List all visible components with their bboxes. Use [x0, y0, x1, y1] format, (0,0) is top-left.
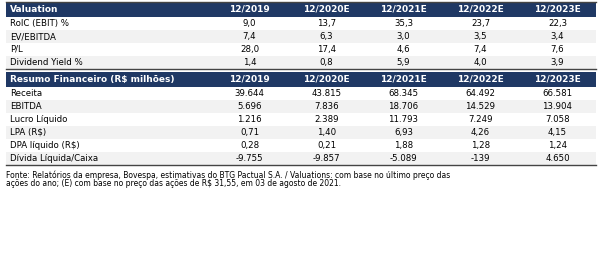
Text: 64.492: 64.492 — [465, 89, 495, 98]
Bar — [6, 100, 596, 113]
Text: 23,7: 23,7 — [471, 19, 490, 28]
Bar — [6, 17, 596, 30]
Text: 17,4: 17,4 — [317, 45, 336, 54]
Text: 12/2020E: 12/2020E — [303, 75, 350, 84]
Text: Receita: Receita — [10, 89, 42, 98]
Text: DPA líquido (R$): DPA líquido (R$) — [10, 141, 79, 150]
Text: 0,8: 0,8 — [320, 58, 334, 67]
Text: Fonte: Relatórios da empresa, Bovespa, estimativas do BTG Pactual S.A. / Valuati: Fonte: Relatórios da empresa, Bovespa, e… — [6, 170, 450, 180]
Text: 12/2019: 12/2019 — [229, 75, 270, 84]
Text: 13.904: 13.904 — [542, 102, 573, 111]
Text: 4,26: 4,26 — [471, 128, 490, 137]
Text: 68.345: 68.345 — [388, 89, 418, 98]
Text: EBITDA: EBITDA — [10, 102, 42, 111]
Text: 12/2021E: 12/2021E — [380, 75, 427, 84]
Text: 5,9: 5,9 — [397, 58, 410, 67]
Text: 12/2019: 12/2019 — [229, 5, 270, 14]
Bar — [6, 72, 596, 87]
Text: 12/2023E: 12/2023E — [534, 5, 581, 14]
Bar — [6, 139, 596, 152]
Text: 6,93: 6,93 — [394, 128, 413, 137]
Text: 22,3: 22,3 — [548, 19, 567, 28]
Text: 0,28: 0,28 — [240, 141, 259, 150]
Text: RoIC (EBIT) %: RoIC (EBIT) % — [10, 19, 69, 28]
Bar — [6, 113, 596, 126]
Text: 7,6: 7,6 — [551, 45, 564, 54]
Text: 12/2020E: 12/2020E — [303, 5, 350, 14]
Text: ações do ano; (E) com base no preço das ações de R$ 31,55, em 03 de agosto de 20: ações do ano; (E) com base no preço das … — [6, 179, 341, 188]
Text: Valuation: Valuation — [10, 5, 58, 14]
Text: 12/2022E: 12/2022E — [457, 75, 504, 84]
Bar — [6, 126, 596, 139]
Text: P/L: P/L — [10, 45, 23, 54]
Text: Dividend Yield %: Dividend Yield % — [10, 58, 82, 67]
Text: 1,28: 1,28 — [471, 141, 490, 150]
Text: -9.755: -9.755 — [236, 154, 263, 163]
Text: 7,4: 7,4 — [474, 45, 487, 54]
Text: 3,9: 3,9 — [551, 58, 564, 67]
Bar — [6, 2, 596, 17]
Text: Lucro Líquido: Lucro Líquido — [10, 115, 67, 124]
Bar — [6, 30, 596, 43]
Text: 7.249: 7.249 — [468, 115, 493, 124]
Bar — [6, 56, 596, 69]
Text: 1,88: 1,88 — [394, 141, 413, 150]
Text: 35,3: 35,3 — [394, 19, 413, 28]
Text: 66.581: 66.581 — [542, 89, 573, 98]
Text: -9.857: -9.857 — [312, 154, 340, 163]
Text: 6,3: 6,3 — [320, 32, 334, 41]
Text: 43.815: 43.815 — [311, 89, 341, 98]
Text: 39.644: 39.644 — [235, 89, 264, 98]
Text: Resumo Financeiro (R$ milhões): Resumo Financeiro (R$ milhões) — [10, 75, 175, 84]
Text: 7.058: 7.058 — [545, 115, 570, 124]
Text: 7,4: 7,4 — [243, 32, 256, 41]
Text: 1.216: 1.216 — [237, 115, 262, 124]
Text: 14.529: 14.529 — [465, 102, 495, 111]
Text: 9,0: 9,0 — [243, 19, 256, 28]
Text: 12/2021E: 12/2021E — [380, 5, 427, 14]
Text: LPA (R$): LPA (R$) — [10, 128, 46, 137]
Text: 11.793: 11.793 — [388, 115, 418, 124]
Text: 3,0: 3,0 — [397, 32, 411, 41]
Text: 5.696: 5.696 — [237, 102, 262, 111]
Text: -5.089: -5.089 — [389, 154, 417, 163]
Text: EV/EBITDA: EV/EBITDA — [10, 32, 56, 41]
Text: 0,71: 0,71 — [240, 128, 259, 137]
Text: 2.389: 2.389 — [314, 115, 339, 124]
Bar — [6, 152, 596, 165]
Text: 1,40: 1,40 — [317, 128, 336, 137]
Text: 0,21: 0,21 — [317, 141, 336, 150]
Text: 4,15: 4,15 — [548, 128, 567, 137]
Text: 4,0: 4,0 — [474, 58, 487, 67]
Text: Dívida Líquida/Caixa: Dívida Líquida/Caixa — [10, 154, 98, 163]
Text: 7.836: 7.836 — [314, 102, 339, 111]
Text: 3,4: 3,4 — [551, 32, 564, 41]
Bar — [6, 43, 596, 56]
Text: 3,5: 3,5 — [474, 32, 487, 41]
Text: 1,4: 1,4 — [243, 58, 256, 67]
Text: 1,24: 1,24 — [548, 141, 567, 150]
Text: -139: -139 — [471, 154, 490, 163]
Text: 4,6: 4,6 — [397, 45, 411, 54]
Text: 12/2022E: 12/2022E — [457, 5, 504, 14]
Text: 13,7: 13,7 — [317, 19, 336, 28]
Bar — [6, 87, 596, 100]
Text: 12/2023E: 12/2023E — [534, 75, 581, 84]
Text: 28,0: 28,0 — [240, 45, 259, 54]
Text: 4.650: 4.650 — [545, 154, 570, 163]
Text: 18.706: 18.706 — [388, 102, 418, 111]
